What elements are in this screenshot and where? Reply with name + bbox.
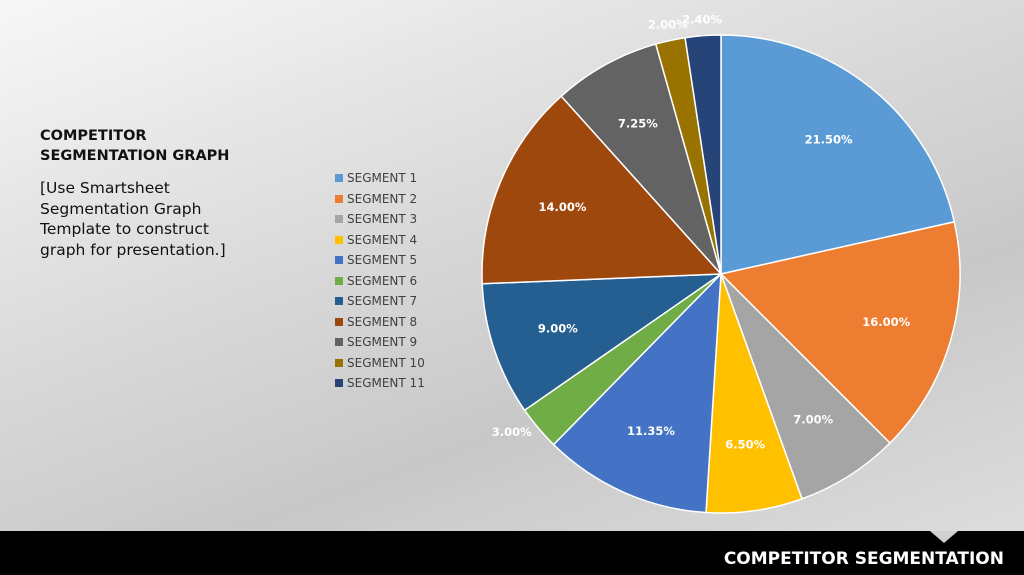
legend-item: SEGMENT 9 (335, 332, 425, 353)
chart-legend: SEGMENT 1 SEGMENT 2 SEGMENT 3 SEGMENT 4 SEGM… (335, 168, 425, 394)
data-label: 6.50% (725, 437, 765, 451)
pie-slice (552, 272, 722, 514)
legend-item: SEGMENT 3 (335, 209, 425, 230)
legend-swatch (335, 215, 343, 224)
slide-instructions: [Use Smartsheet Segmentation Graph Templ… (40, 179, 226, 259)
legend-swatch (335, 235, 343, 244)
legend-label: SEGMENT 5 (347, 253, 418, 268)
pie-slice (560, 43, 722, 275)
legend-label: SEGMENT 1 (347, 171, 418, 186)
legend-label: SEGMENT 6 (347, 273, 418, 288)
legend-label: SEGMENT 9 (347, 335, 418, 350)
pie-slice (719, 220, 961, 445)
data-label: 11.35% (627, 424, 675, 438)
legend-label: SEGMENT 8 (347, 314, 418, 329)
legend-swatch (335, 379, 343, 388)
pie-slice (481, 273, 724, 412)
legend-label: SEGMENT 4 (347, 232, 418, 247)
data-label: 3.00% (492, 425, 532, 439)
slide-title: COMPETITOR SEGMENTATION GRAPH (40, 128, 230, 164)
data-label: 7.00% (793, 412, 833, 426)
legend-item: SEGMENT 5 (335, 250, 425, 271)
footer-notch (930, 531, 958, 543)
legend-label: SEGMENT 10 (347, 355, 425, 370)
data-label: 2.00% (648, 18, 688, 32)
legend-item: SEGMENT 4 (335, 230, 425, 251)
legend-label: SEGMENT 2 (347, 191, 418, 206)
legend-item: SEGMENT 6 (335, 271, 425, 292)
legend-swatch (335, 194, 343, 203)
legend-swatch (335, 317, 343, 326)
legend-swatch (335, 174, 343, 183)
pie-slice (720, 34, 956, 275)
legend-item: SEGMENT 7 (335, 291, 425, 312)
footer-title: COMPETITOR SEGMENTATION (723, 549, 1004, 569)
legend-label: SEGMENT 7 (347, 294, 418, 309)
footer-bar (0, 531, 1024, 575)
data-label: 7.25% (618, 116, 658, 130)
legend-swatch (335, 338, 343, 347)
pie-slice (684, 34, 722, 275)
legend-swatch (335, 358, 343, 367)
data-label: 2.40% (682, 13, 722, 27)
pie-chart: 21.50% 16.00% 7.00% 6.50% 11.35% 3.00% 9.00% 14… (481, 13, 961, 514)
data-label: 16.00% (862, 315, 910, 329)
legend-swatch (335, 276, 343, 285)
pie-slice (720, 273, 892, 500)
legend-item: SEGMENT 10 (335, 353, 425, 374)
legend-swatch (335, 256, 343, 265)
data-label: 14.00% (538, 200, 586, 214)
legend-item: SEGMENT 8 (335, 312, 425, 333)
legend-item: SEGMENT 11 (335, 373, 425, 394)
legend-item: SEGMENT 1 (335, 168, 425, 189)
legend-swatch (335, 297, 343, 306)
legend-item: SEGMENT 2 (335, 189, 425, 210)
legend-label: SEGMENT 11 (347, 376, 425, 391)
pie-slice (481, 95, 723, 285)
data-label: 21.50% (805, 133, 853, 147)
slide-text-block: COMPETITOR SEGMENTATION GRAPH [Use Smart… (40, 126, 280, 260)
data-label: 9.00% (538, 322, 578, 336)
legend-label: SEGMENT 3 (347, 212, 418, 227)
